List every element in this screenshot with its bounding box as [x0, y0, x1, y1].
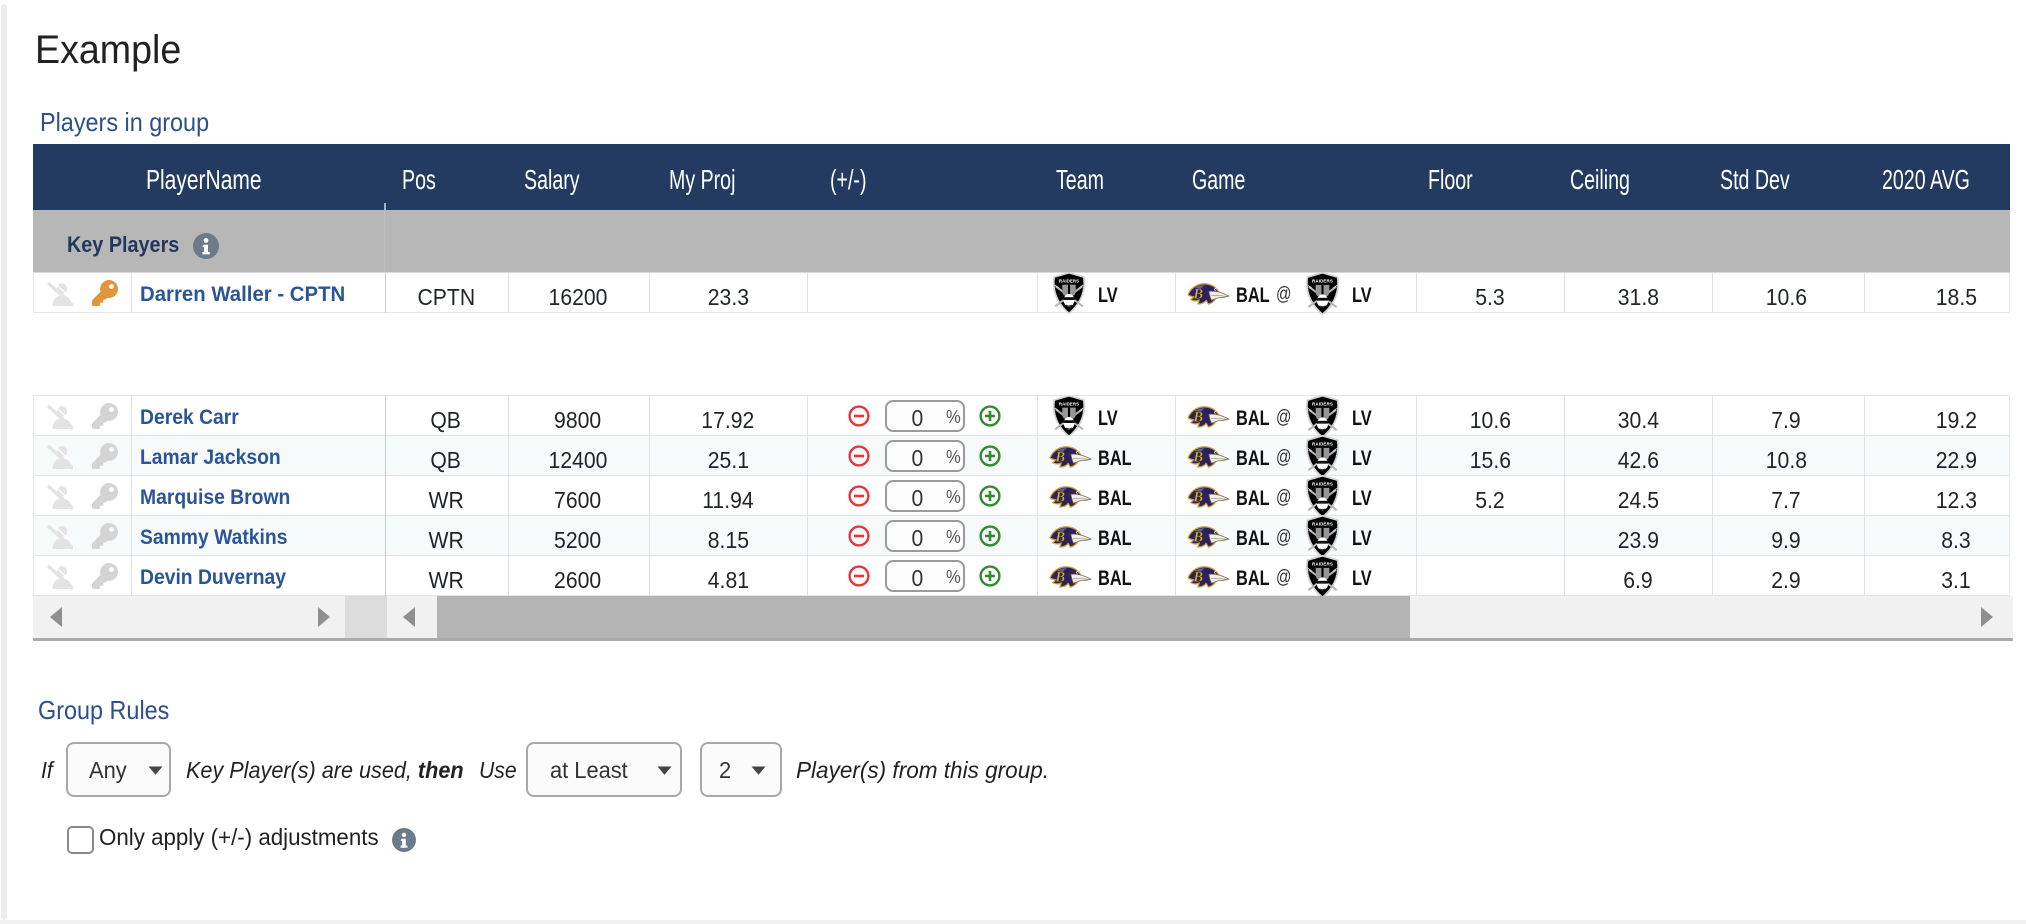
svg-text:B: B	[1054, 530, 1065, 546]
svg-text:B: B	[1192, 287, 1203, 303]
svg-text:B: B	[1192, 490, 1203, 506]
svg-text:B: B	[1192, 410, 1203, 426]
svg-text:B: B	[1192, 570, 1203, 586]
svg-text:RAIDERS: RAIDERS	[1312, 279, 1333, 284]
svg-text:B: B	[1192, 450, 1203, 466]
svg-text:RAIDERS: RAIDERS	[1312, 562, 1333, 567]
svg-text:RAIDERS: RAIDERS	[1059, 401, 1079, 406]
svg-text:RAIDERS: RAIDERS	[1312, 442, 1333, 447]
svg-text:B: B	[1192, 530, 1203, 546]
svg-text:B: B	[1054, 490, 1065, 506]
svg-text:B: B	[1054, 450, 1065, 466]
svg-text:RAIDERS: RAIDERS	[1312, 402, 1333, 407]
svg-text:RAIDERS: RAIDERS	[1312, 482, 1333, 487]
svg-text:RAIDERS: RAIDERS	[1059, 278, 1079, 283]
svg-text:B: B	[1054, 570, 1065, 586]
svg-text:RAIDERS: RAIDERS	[1312, 522, 1333, 527]
